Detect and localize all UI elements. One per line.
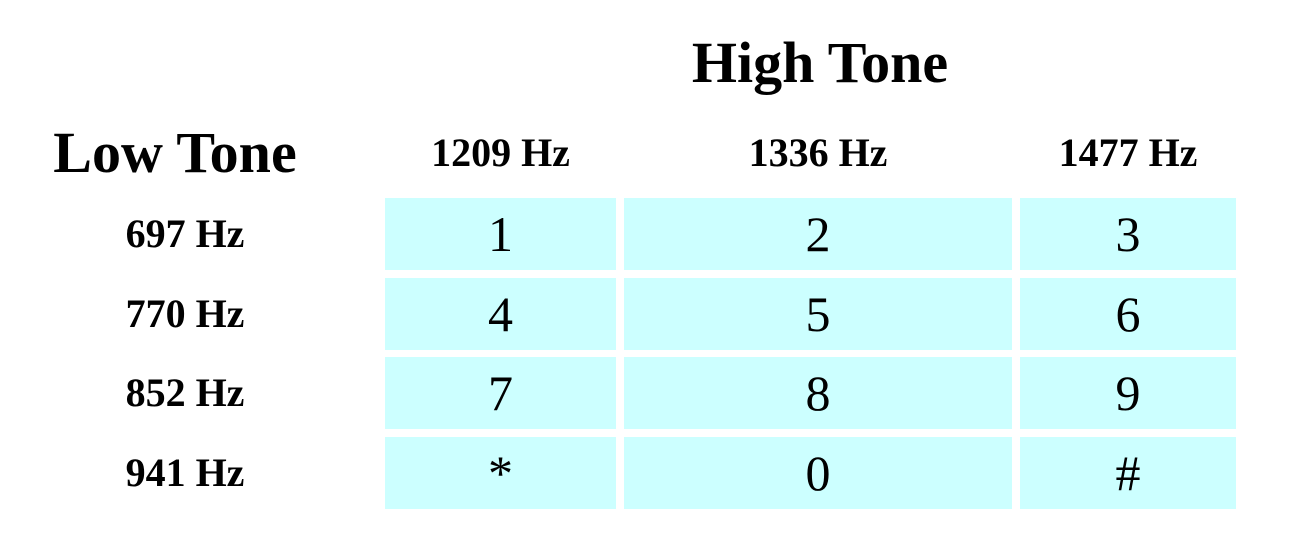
keypad-cell-2: 2: [624, 198, 1012, 270]
keypad-cell-1: 1: [385, 198, 616, 270]
low-frequency-header-852: 852 Hz: [125, 370, 245, 415]
low-frequency-header-941: 941 Hz: [125, 450, 245, 495]
keypad-cell-5: 5: [624, 278, 1012, 350]
keypad-cell-hash: #: [1020, 437, 1236, 509]
low-frequency-header-770: 770 Hz: [125, 291, 245, 336]
keypad-cell-9: 9: [1020, 357, 1236, 429]
high-tone-title: High Tone: [691, 30, 949, 95]
keypad-cell-0: 0: [624, 437, 1012, 509]
high-frequency-header-1336: 1336 Hz: [748, 130, 888, 175]
high-frequency-header-1209: 1209 Hz: [431, 130, 570, 175]
low-tone-title: Low Tone: [53, 120, 297, 185]
keypad-cell-star: *: [385, 437, 616, 509]
keypad-cell-6: 6: [1020, 278, 1236, 350]
high-frequency-header-1477: 1477 Hz: [1058, 130, 1198, 175]
keypad-cell-7: 7: [385, 357, 616, 429]
keypad-cell-4: 4: [385, 278, 616, 350]
keypad-cell-8: 8: [624, 357, 1012, 429]
low-frequency-header-697: 697 Hz: [125, 211, 245, 256]
keypad-cell-3: 3: [1020, 198, 1236, 270]
